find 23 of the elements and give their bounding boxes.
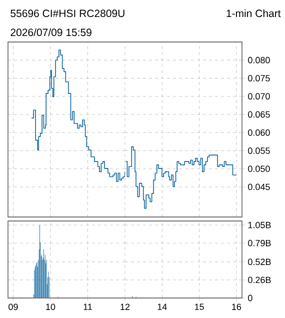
y-tick-label: 0 xyxy=(248,294,252,302)
y-tick-label: 0.055 xyxy=(248,148,270,154)
y-tick-label: 0.075 xyxy=(248,75,270,82)
chart-title: 55696 CI#HSI RC2809U xyxy=(10,10,124,18)
text: 2026/07/09 15:59 xyxy=(10,28,92,36)
x-tick-label: 16 xyxy=(232,304,242,310)
y-tick-label: 0.065 xyxy=(248,111,270,118)
x-tick-label: 14 xyxy=(158,304,167,310)
x-tick-label: 15 xyxy=(194,304,204,310)
chart-subtitle: 1-min Chart xyxy=(226,9,281,18)
y-tick-label: 0.080 xyxy=(248,56,270,64)
y-tick-label: 0.79B xyxy=(248,240,271,246)
y-tick-label: 0.045 xyxy=(248,184,270,190)
y-tick-label: 0.26B xyxy=(248,276,271,284)
x-tick-label: 10 xyxy=(46,304,56,310)
y-tick-label: 0.070 xyxy=(248,93,270,100)
y-tick-label: 0.050 xyxy=(248,166,270,172)
x-tick-label: 09 xyxy=(8,304,18,310)
y-tick-label: 0.060 xyxy=(248,129,270,136)
x-tick-label: 11 xyxy=(84,304,92,310)
y-tick-label: 1.05B xyxy=(248,222,271,228)
y-tick-label: 0.52B xyxy=(248,258,271,266)
x-tick-label: 12 xyxy=(120,304,130,310)
